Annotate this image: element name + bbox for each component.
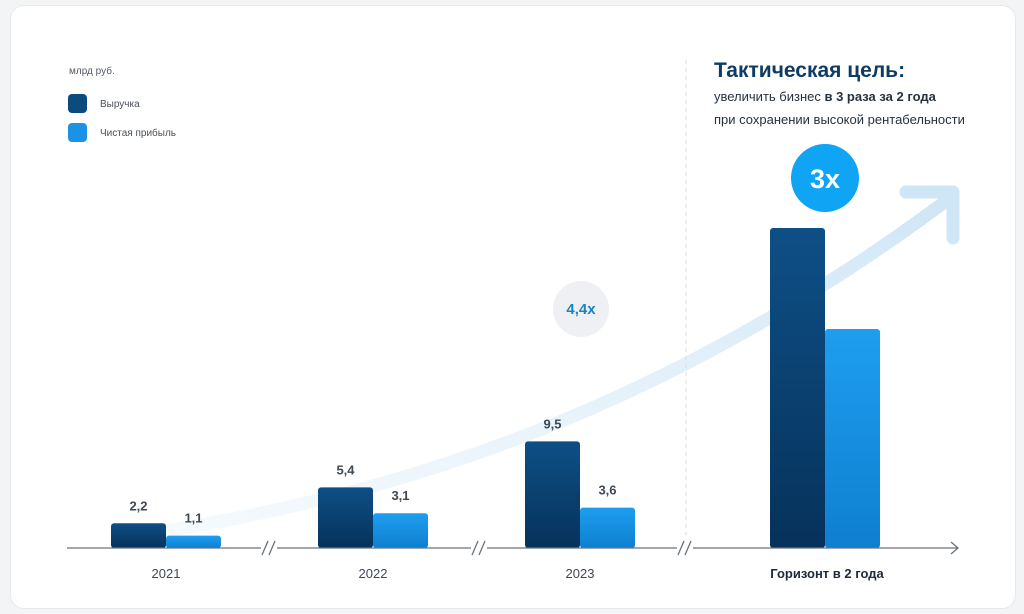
data-label-profit-2: 3,6 (598, 483, 616, 498)
x-tick-label-0: 2021 (152, 566, 181, 581)
x-axis-arrow-icon (950, 541, 959, 555)
legend-label-profit: Чистая прибыль (100, 127, 176, 139)
bars-group: 2,2 1,1 5,4 3,1 9,5 3,6 (111, 228, 880, 548)
x-axis-labels: 2021 2022 2023 Горизонт в 2 года (152, 566, 885, 581)
bar-profit-2 (580, 507, 635, 548)
x-tick-label-3: Горизонт в 2 года (770, 566, 884, 581)
axis-break-3 (677, 540, 693, 556)
bar-revenue-3 (770, 228, 825, 548)
data-label-revenue-0: 2,2 (129, 498, 147, 513)
growth-badge (553, 281, 609, 337)
unit-label: млрд руб. (69, 65, 115, 77)
bar-revenue-1 (318, 487, 373, 548)
x-tick-label-1: 2022 (359, 566, 388, 581)
goal-line-1: увеличить бизнес в 3 раза за 2 года (714, 89, 937, 104)
growth-badge-label: 4,4x (566, 301, 596, 318)
bar-profit-3 (825, 329, 880, 548)
goal-line-1-bold: в 3 раза за 2 года (824, 89, 936, 104)
legend-swatch-profit (68, 123, 87, 142)
legend-swatch-revenue (68, 94, 87, 113)
target-badge-label: 3x (810, 164, 840, 194)
axis-break-2 (471, 540, 487, 556)
growth-arrow-curve (163, 191, 957, 537)
target-badge (791, 144, 859, 212)
growth-arrowhead-icon (899, 185, 960, 245)
bar-revenue-0 (111, 523, 166, 548)
axis-break-1 (261, 540, 277, 556)
goal-line-1-prefix: увеличить бизнес (714, 89, 824, 104)
goal-line-2: при сохранении высокой рентабельности (714, 112, 965, 127)
data-label-profit-1: 3,1 (391, 488, 409, 503)
bar-profit-0 (166, 535, 221, 548)
legend-label-revenue: Выручка (100, 99, 140, 110)
bar-revenue-2 (525, 441, 580, 548)
x-tick-label-2: 2023 (566, 566, 595, 581)
goal-title: Тактическая цель: (714, 59, 905, 82)
bar-profit-1 (373, 513, 428, 548)
data-label-profit-0: 1,1 (184, 511, 202, 526)
data-label-revenue-1: 5,4 (336, 462, 355, 477)
data-label-revenue-2: 9,5 (543, 416, 561, 431)
